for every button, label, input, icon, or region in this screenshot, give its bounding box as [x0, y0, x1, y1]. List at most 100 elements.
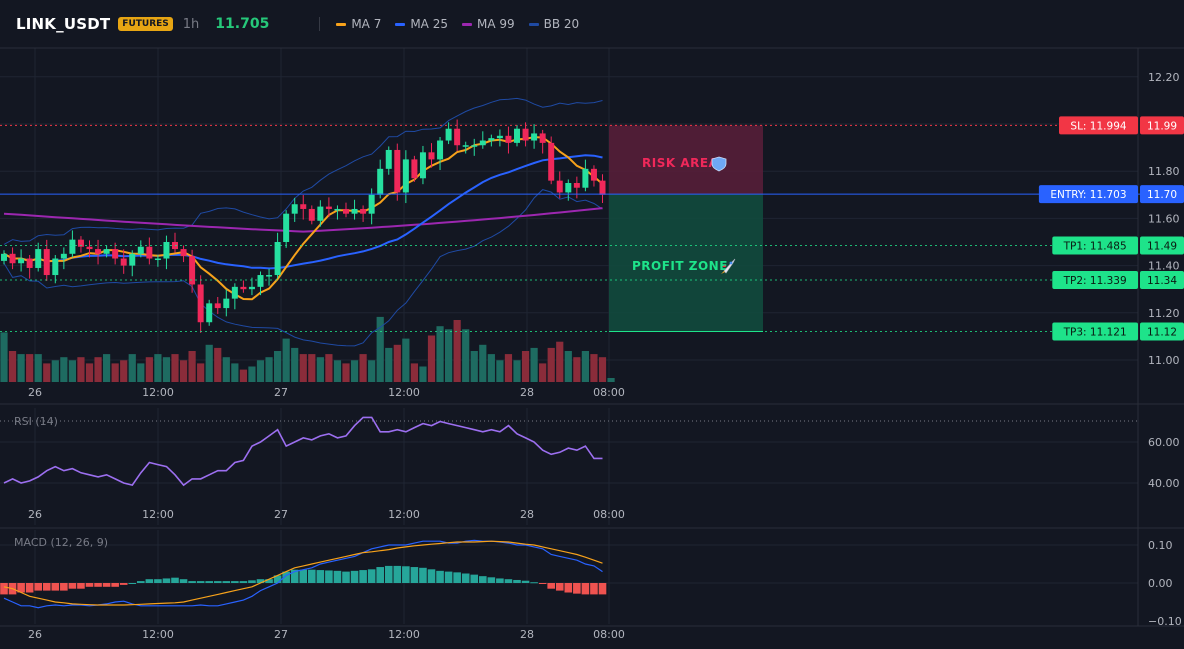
- sl-value: 11.99: [1147, 120, 1177, 132]
- volume-bar: [0, 332, 8, 382]
- macd-histogram-bar: [325, 570, 333, 583]
- candle-down: [112, 249, 119, 259]
- candle-down: [599, 180, 606, 195]
- volume-bar: [513, 360, 521, 382]
- candle-down: [95, 249, 102, 254]
- macd-histogram-bar: [256, 579, 265, 583]
- candle-down: [240, 286, 247, 290]
- tp3-label: TP3: 11.121: [1063, 326, 1127, 338]
- tp2-value: 11.34: [1147, 275, 1177, 287]
- chart-header: LINK_USDT FUTURES 1h 11.705 MA 7 MA 25 M…: [0, 0, 1184, 48]
- candle-down: [539, 133, 546, 143]
- candle-up: [334, 208, 341, 211]
- macd-histogram-bar: [119, 583, 128, 585]
- entry-tag: [1038, 185, 1138, 204]
- macd-histogram-bar: [359, 570, 367, 583]
- macd-line: [3, 539, 603, 609]
- macd-tick-label: −0.10: [1148, 615, 1182, 628]
- sl-tag: [1059, 116, 1138, 135]
- rsi-tick-label: 60.00: [1148, 436, 1180, 449]
- time-tick-label: 28: [520, 628, 534, 641]
- tp2-label: TP2: 11.339: [1063, 275, 1127, 287]
- price-tick-label: 11.40: [1148, 260, 1180, 273]
- volume-bar: [607, 378, 615, 382]
- candle-up: [471, 145, 478, 147]
- macd-pane: MACD (12, 26, 9): [0, 536, 607, 609]
- entry-value: 11.70: [1147, 189, 1177, 201]
- macd-histogram-bar: [85, 583, 94, 587]
- symbol-label[interactable]: LINK_USDT: [16, 15, 111, 33]
- candle-down: [522, 128, 529, 141]
- sl-value-tag: [1140, 116, 1184, 135]
- macd-histogram-bar: [496, 578, 504, 583]
- tp2-tag: [1052, 270, 1138, 289]
- macd-histogram-bar: [60, 583, 68, 591]
- volume-bar: [103, 354, 111, 382]
- volume-bar: [299, 354, 307, 382]
- macd-histogram-bar: [316, 570, 325, 583]
- volume-bar: [308, 354, 316, 382]
- sl-label: SL: 11.994: [1070, 120, 1126, 132]
- macd-histogram-bar: [470, 574, 479, 583]
- volume-bar: [539, 363, 547, 382]
- candle-up: [402, 159, 409, 193]
- macd-histogram-bar: [547, 583, 555, 589]
- macd-histogram-bar: [436, 570, 444, 583]
- volume-bar: [145, 357, 153, 382]
- time-tick-label: 12:00: [142, 508, 174, 521]
- candle-up: [531, 133, 538, 141]
- time-tick-label: 28: [520, 508, 534, 521]
- timeframe-label[interactable]: 1h: [182, 16, 200, 32]
- volume-bar: [34, 354, 42, 382]
- macd-histogram-bar: [393, 565, 402, 583]
- macd-histogram-bar: [68, 583, 77, 589]
- candle-down: [308, 208, 315, 221]
- rsi-pane: RSI (14): [0, 415, 1138, 487]
- macd-title: MACD (12, 26, 9): [14, 536, 108, 549]
- volume-bar: [487, 354, 495, 382]
- volume-bar: [205, 344, 213, 382]
- volume-bar: [77, 357, 85, 382]
- macd-histogram-bar: [342, 571, 350, 583]
- legend-ma99-label: MA 99: [476, 17, 515, 31]
- candle-down: [180, 249, 187, 257]
- volume-bar: [547, 347, 555, 382]
- volume-bar: [590, 354, 598, 382]
- macd-histogram-bar: [273, 575, 282, 583]
- macd-histogram-bar: [231, 581, 239, 583]
- macd-histogram-bar: [17, 583, 25, 593]
- candle-up: [377, 168, 384, 195]
- bb-lower-line: [3, 189, 603, 347]
- volume-bar: [402, 338, 410, 382]
- candle-down: [590, 168, 597, 181]
- price-tick-label: 11.00: [1148, 354, 1180, 367]
- legend-ma25[interactable]: MA 25: [395, 17, 448, 31]
- ma7-swatch: [336, 22, 347, 26]
- volume-bar: [239, 369, 247, 382]
- volume-bar: [573, 357, 581, 382]
- tp3-value-tag: [1140, 322, 1184, 341]
- legend-bb20[interactable]: BB 20: [528, 17, 579, 31]
- candle-down: [556, 180, 563, 193]
- volume-bar: [265, 357, 273, 382]
- legend-ma99[interactable]: MA 99: [461, 17, 515, 31]
- tp1-value: 11.49: [1147, 241, 1177, 253]
- macd-histogram-bar: [171, 577, 179, 583]
- volume-bar: [222, 357, 230, 382]
- candle-up: [274, 242, 281, 276]
- volume-bar: [214, 347, 222, 382]
- macd-histogram-bar: [25, 583, 34, 593]
- volume-bar: [333, 360, 342, 382]
- macd-histogram-bar: [282, 571, 290, 583]
- bb-upper-line: [3, 97, 603, 245]
- candle-up: [368, 194, 375, 214]
- volume-bar: [359, 354, 367, 382]
- macd-histogram-bar: [188, 581, 196, 583]
- legend-ma7[interactable]: MA 7: [336, 17, 381, 31]
- volume-bar: [291, 347, 299, 382]
- volume-bar: [470, 351, 478, 382]
- volume-bar: [162, 357, 171, 382]
- volume-bar: [521, 351, 530, 382]
- price-labels: SL: 11.994 11.99 ENTRY: 11.703 11.70 TP1: 11…: [1038, 116, 1184, 341]
